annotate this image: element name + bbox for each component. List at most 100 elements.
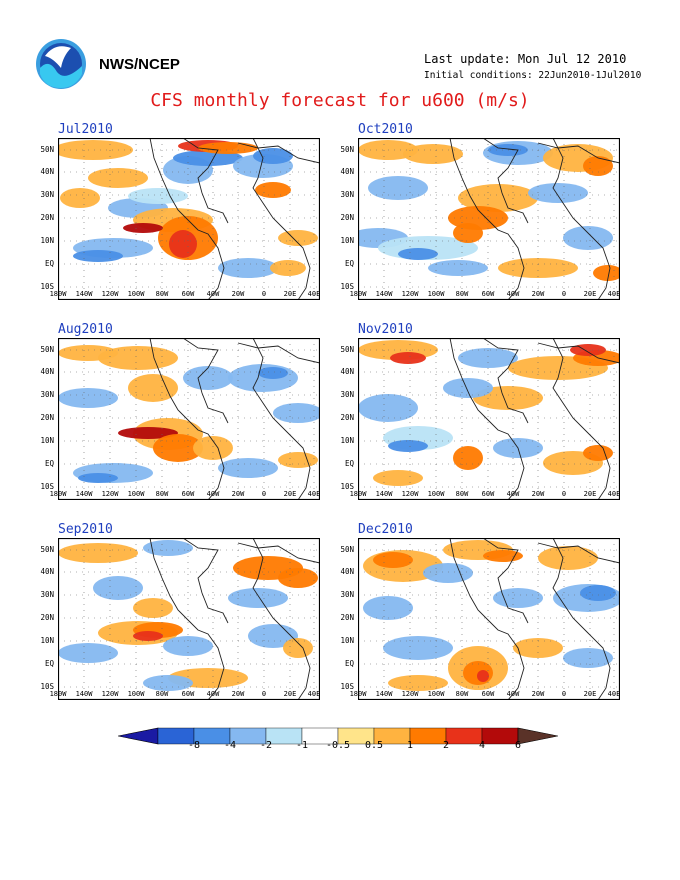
lon-tick-label: 20E	[583, 690, 597, 698]
anomaly-region	[193, 436, 233, 460]
anomaly-region	[228, 588, 288, 608]
anomaly-region	[58, 643, 118, 663]
lon-tick-label: 0	[261, 290, 267, 298]
lat-tick-label: 10S	[340, 482, 354, 491]
anomaly-region	[383, 636, 453, 660]
anomaly-region	[278, 230, 318, 246]
lat-tick-label: 50N	[340, 545, 354, 554]
anomaly-region	[498, 258, 578, 278]
lon-tick-label: 100W	[127, 490, 145, 498]
lat-tick-label: 50N	[40, 545, 54, 554]
lon-tick-label: 140W	[375, 290, 393, 298]
anomaly-region	[88, 168, 148, 188]
lon-tick-label: 180W	[49, 490, 67, 498]
lat-tick-label: 30N	[40, 590, 54, 599]
lon-tick-label: 60W	[181, 490, 195, 498]
anomaly-region	[583, 156, 613, 176]
forecast-map	[357, 337, 623, 501]
anomaly-region	[60, 188, 100, 208]
lat-tick-label: 30N	[340, 590, 354, 599]
coastline	[149, 137, 321, 301]
coastline	[149, 337, 321, 501]
lon-tick-label: 20E	[283, 490, 297, 498]
anomaly-region	[388, 440, 428, 452]
lon-tick-label: 120W	[101, 290, 119, 298]
initial-conditions: Initial conditions: 22Jun2010-1Jul2010	[424, 70, 642, 81]
coastline	[449, 537, 621, 701]
lon-tick-label: 0	[561, 690, 567, 698]
lon-tick-label: 180W	[349, 690, 367, 698]
lon-tick-label: 120W	[401, 290, 419, 298]
anomaly-region	[58, 543, 138, 563]
panel-month-label: Dec2010	[358, 522, 413, 537]
lon-tick-label: 60W	[181, 690, 195, 698]
anomaly-region	[228, 364, 298, 392]
lon-tick-label: 20W	[231, 290, 245, 298]
map-field-svg	[53, 137, 321, 301]
colorbar-label: 4	[478, 740, 486, 751]
lon-tick-label: 40W	[206, 290, 220, 298]
lon-tick-label: 100W	[427, 690, 445, 698]
panel-month-label: Nov2010	[358, 322, 413, 337]
lon-tick-label: 180W	[349, 490, 367, 498]
anomaly-region	[390, 352, 426, 364]
anomaly-region	[398, 248, 438, 260]
anomaly-region	[123, 223, 163, 233]
lon-tick-label: 40E	[307, 690, 321, 698]
lon-tick-label: 20W	[231, 490, 245, 498]
lat-tick-label: 10S	[40, 682, 54, 691]
anomaly-region	[570, 344, 606, 356]
agency-name: NWS/NCEP	[99, 56, 180, 73]
lon-tick-label: 40W	[206, 490, 220, 498]
anomaly-region	[128, 188, 188, 204]
anomaly-region	[73, 250, 123, 262]
anomaly-region	[169, 230, 197, 258]
lon-tick-label: 40E	[607, 490, 621, 498]
anomaly-region	[593, 265, 623, 281]
lon-tick-label: 20E	[283, 290, 297, 298]
colorbar-end-low	[117, 727, 159, 745]
anomaly-region	[477, 670, 489, 682]
lon-tick-label: 80W	[155, 490, 169, 498]
colorbar-label: -1	[295, 740, 309, 751]
panel-month-label: Jul2010	[58, 122, 113, 137]
anomaly-region	[258, 367, 288, 379]
lon-tick-label: 80W	[455, 490, 469, 498]
lat-tick-label: 40N	[340, 167, 354, 176]
lat-tick-label: EQ	[44, 259, 54, 268]
forecast-panel-dec: Dec2010 50N 40N 30N 20N 10N EQ 10S 180W 140W 120W…	[340, 522, 623, 704]
coastline	[449, 337, 621, 501]
lat-tick-label: 20N	[40, 413, 54, 422]
colorbar-label: 2	[442, 740, 450, 751]
lon-tick-label: 120W	[401, 490, 419, 498]
lat-tick-label: 20N	[340, 413, 354, 422]
lon-tick-label: 180W	[349, 290, 367, 298]
map-field-svg	[357, 537, 623, 701]
anomaly-region	[255, 182, 291, 198]
lon-tick-label: 80W	[455, 290, 469, 298]
anomaly-region	[453, 446, 483, 470]
anomaly-region	[363, 596, 413, 620]
anomaly-region	[368, 176, 428, 200]
lat-tick-label: 40N	[40, 367, 54, 376]
lon-tick-label: 180W	[49, 690, 67, 698]
anomaly-region	[403, 144, 463, 164]
anomaly-region	[388, 675, 448, 691]
lat-tick-label: 50N	[340, 145, 354, 154]
forecast-panel-jul: Jul2010 50N 40N 30N 20N 10N EQ 10S 180W 140W 120W…	[40, 122, 321, 304]
lon-tick-label: 20W	[531, 690, 545, 698]
colorbar-label: -0.5	[325, 740, 351, 751]
anomaly-region	[183, 366, 233, 390]
lon-tick-label: 20W	[231, 690, 245, 698]
anomaly-region	[93, 576, 143, 600]
lon-tick-label: 40E	[307, 490, 321, 498]
lat-tick-label: 50N	[40, 345, 54, 354]
anomaly-region	[128, 374, 178, 402]
anomaly-region	[173, 150, 243, 166]
lon-tick-label: 60W	[481, 290, 495, 298]
lon-tick-label: 120W	[101, 490, 119, 498]
lon-tick-label: 20W	[531, 490, 545, 498]
last-update: Last update: Mon Jul 12 2010	[424, 52, 627, 66]
colorbar-label: -4	[223, 740, 237, 751]
anomaly-region	[143, 540, 193, 556]
